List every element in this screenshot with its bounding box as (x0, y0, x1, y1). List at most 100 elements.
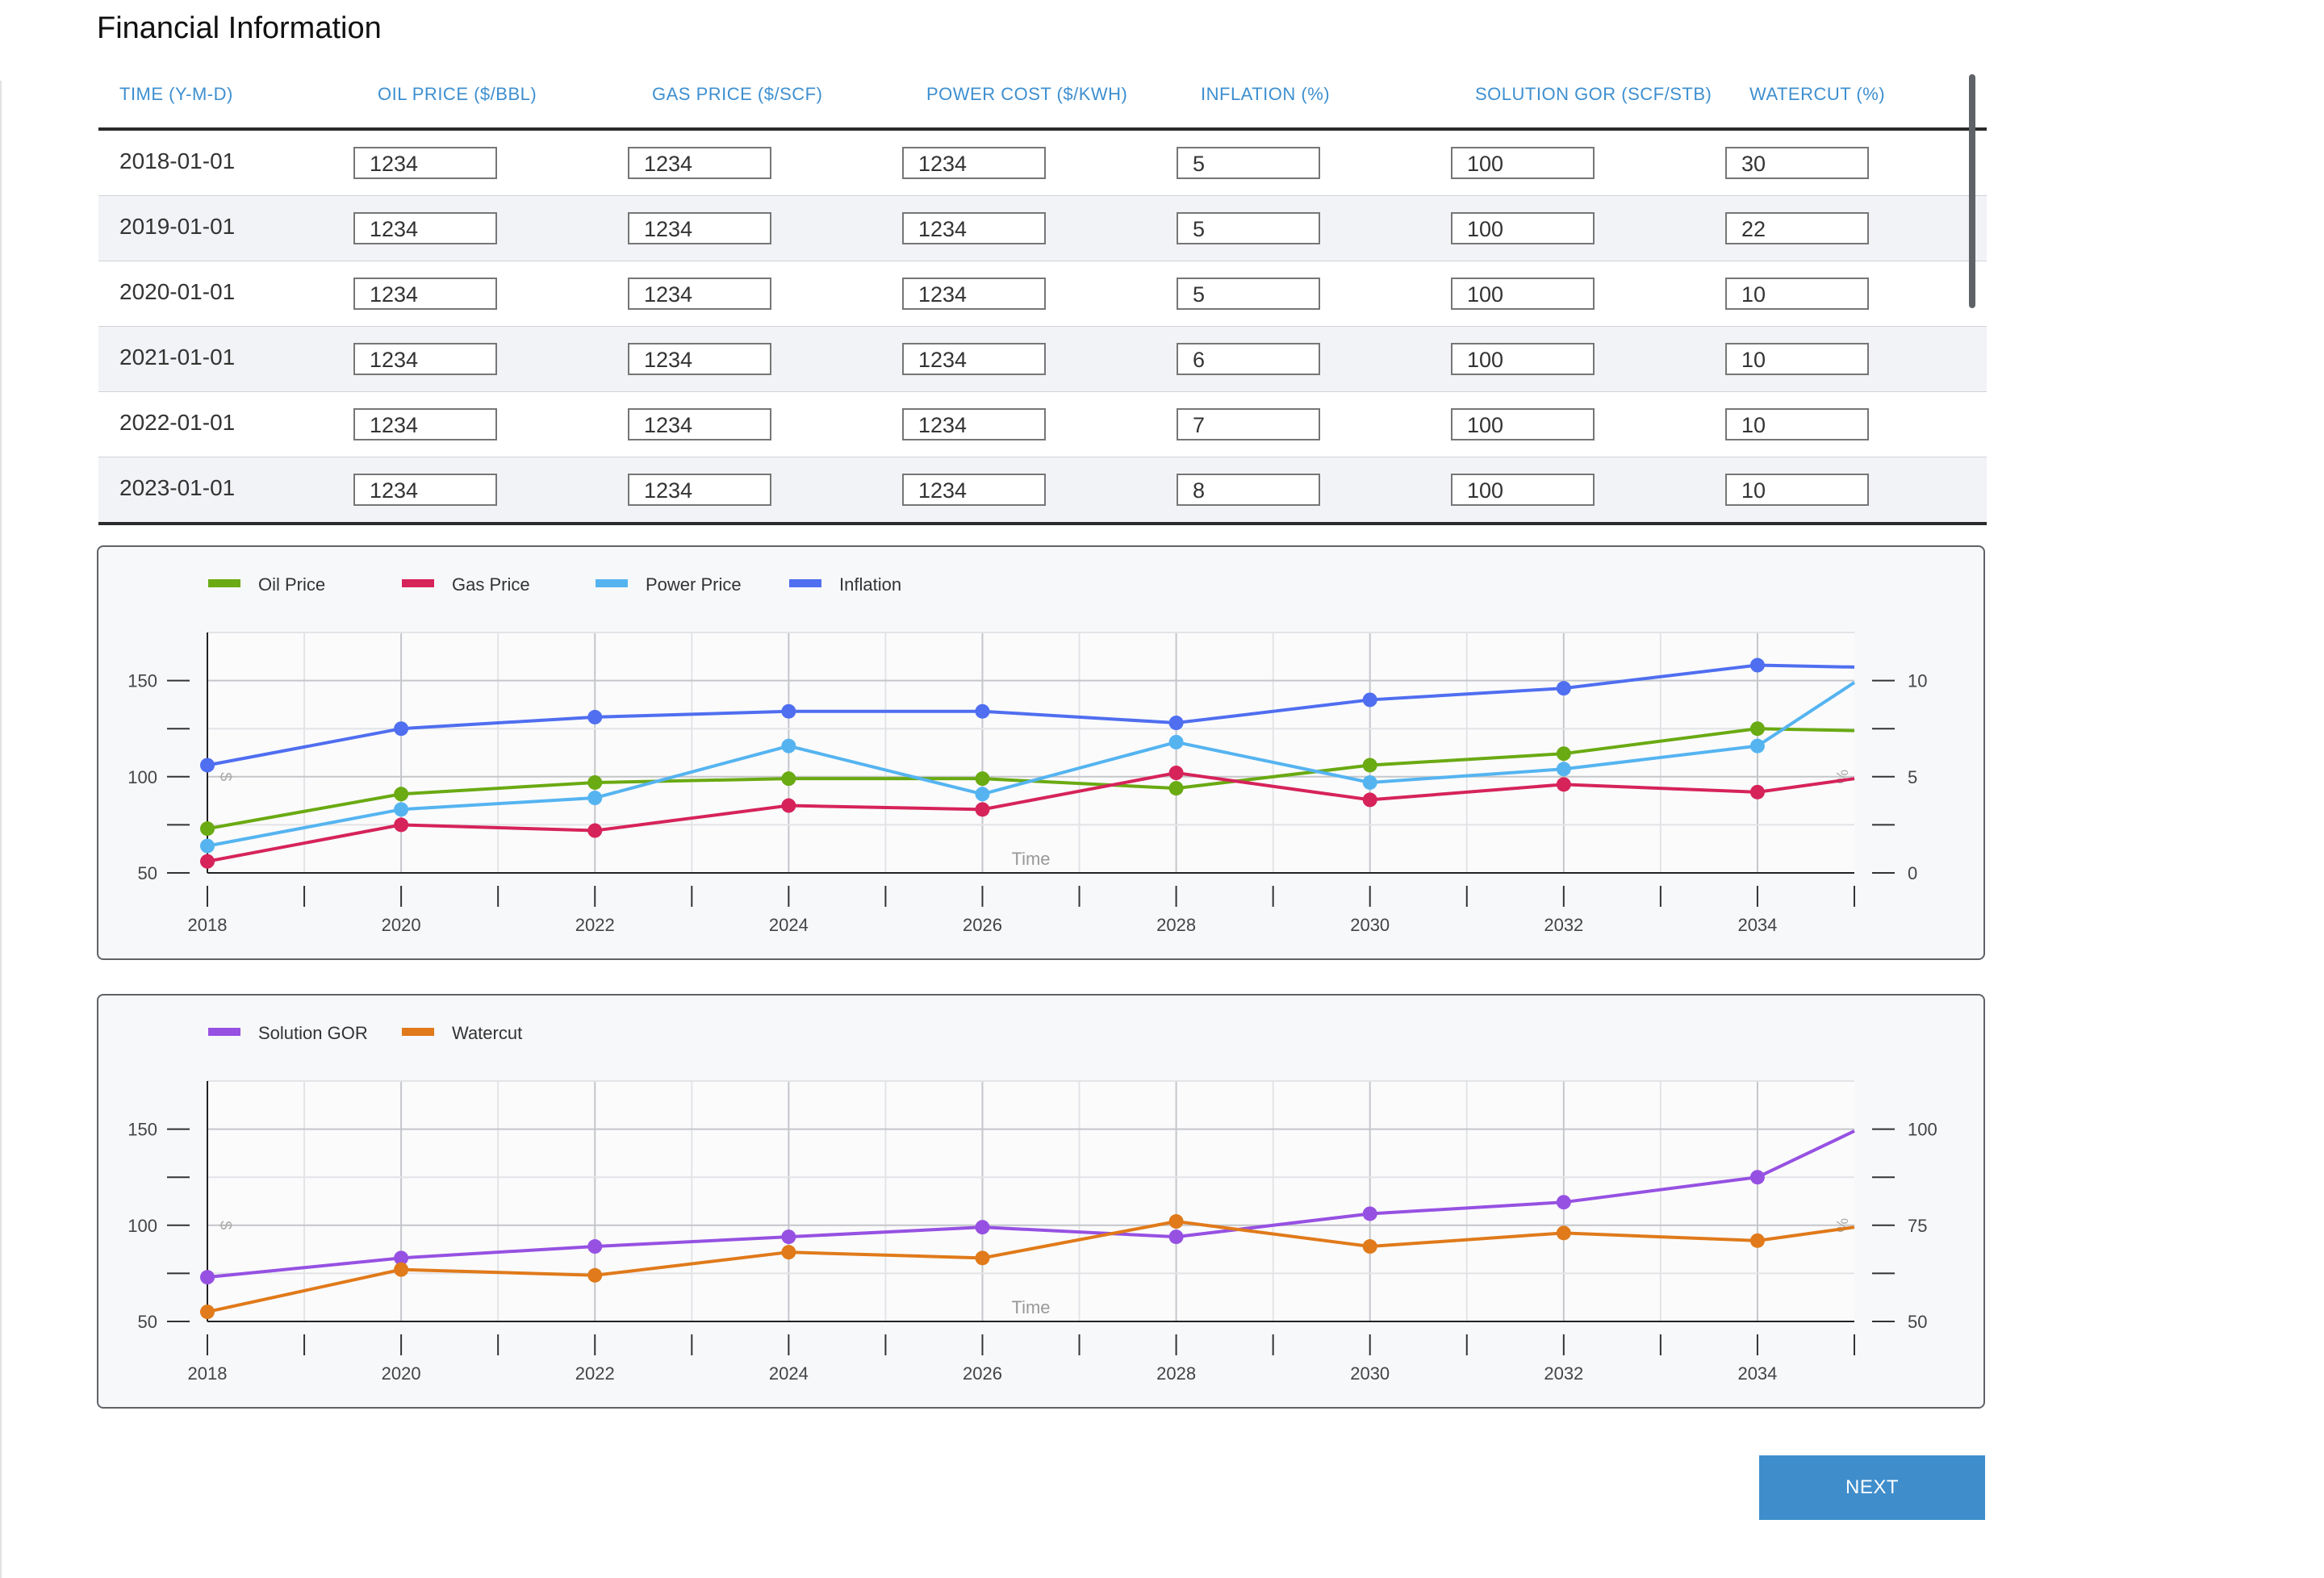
x-tick-label: 2020 (382, 1363, 421, 1384)
column-header: OIL PRICE ($/BBL) (378, 84, 537, 104)
data-point (1168, 1229, 1184, 1245)
data-point (1749, 1233, 1765, 1248)
table-row: 2021-01-01 1234 1234 1234 6 100 10 (98, 327, 1987, 392)
data-point (1556, 1195, 1571, 1210)
data-point (1556, 762, 1571, 777)
y-tick-label-right: 100 (1908, 1120, 1937, 1140)
cell-input[interactable]: 1234 (902, 408, 1046, 440)
cell-input[interactable]: 1234 (628, 408, 771, 440)
cell-input[interactable]: 1234 (902, 343, 1046, 375)
legend-swatch (208, 1028, 240, 1036)
cell-input[interactable]: 100 (1451, 212, 1595, 244)
cell-input[interactable]: 1234 (353, 408, 497, 440)
plot-area (207, 1081, 1854, 1321)
cell-input[interactable]: 1234 (628, 147, 771, 179)
x-tick-label: 2034 (1737, 1363, 1777, 1384)
cell-input[interactable]: 1234 (353, 278, 497, 310)
data-point (394, 1262, 409, 1277)
x-tick-label: 2028 (1156, 1363, 1196, 1384)
cell-input[interactable]: 1234 (628, 343, 771, 375)
cell-input[interactable]: 1234 (902, 278, 1046, 310)
x-tick-label: 2022 (575, 1363, 615, 1384)
data-point (975, 787, 990, 802)
x-tick-label: 2018 (188, 1363, 228, 1384)
price-chart: 50 100 150 0 5 10 2018 2020 2022 2024 2026 2028 2030… (127, 574, 1927, 935)
x-tick-label: 2032 (1544, 915, 1583, 935)
legend-label: Inflation (839, 574, 901, 595)
legend-label: Oil Price (258, 574, 325, 595)
data-point (587, 823, 603, 838)
table-row: 2019-01-01 1234 1234 1234 5 100 22 (98, 196, 1987, 261)
cell-input[interactable]: 100 (1451, 474, 1595, 506)
cell-input[interactable]: 7 (1177, 408, 1320, 440)
cell-input[interactable]: 5 (1177, 147, 1320, 179)
cell-input[interactable]: 30 (1725, 147, 1869, 179)
data-point (394, 1250, 409, 1266)
cell-input[interactable]: 1234 (902, 147, 1046, 179)
cell-input[interactable]: 1234 (628, 474, 771, 506)
production-chart-panel: 50 100 150 50 75 100 2018 2020 2022 2024 2026 2028 2… (97, 994, 1985, 1409)
table-row: 2018-01-01 1234 1234 1234 5 100 30 (98, 131, 1987, 196)
cell-input[interactable]: 5 (1177, 278, 1320, 310)
cell-input[interactable]: 8 (1177, 474, 1320, 506)
data-point (1556, 746, 1571, 762)
data-point (200, 1270, 215, 1285)
cell-input[interactable]: 5 (1177, 212, 1320, 244)
legend-label: Solution GOR (258, 1023, 368, 1043)
financial-table: TIME (Y-M-D) OIL PRICE ($/BBL) GAS PRICE (… (98, 66, 1987, 525)
data-point (1362, 792, 1377, 808)
plot-area (207, 632, 1854, 873)
data-point (975, 802, 990, 817)
x-tick-label: 2032 (1544, 1363, 1583, 1384)
column-header: POWER COST ($/KWH) (926, 84, 1128, 104)
cell-input[interactable]: 1234 (353, 474, 497, 506)
next-button[interactable]: NEXT (1759, 1455, 1985, 1520)
y-tick-label-right: 5 (1908, 767, 1917, 787)
legend-label: Power Price (646, 574, 742, 595)
series-line (207, 1129, 1855, 1280)
cell-input[interactable]: 10 (1725, 278, 1869, 310)
x-tick-label: 2026 (963, 1363, 1002, 1384)
column-header: GAS PRICE ($/SCF) (652, 84, 823, 104)
legend-label: Gas Price (452, 574, 530, 595)
cell-input[interactable]: 1234 (353, 343, 497, 375)
cell-input[interactable]: 6 (1177, 343, 1320, 375)
cell-input[interactable]: 100 (1451, 343, 1595, 375)
cell-input[interactable]: 1234 (902, 212, 1046, 244)
x-tick-label: 2024 (769, 915, 809, 935)
data-point (1749, 721, 1765, 737)
cell-input[interactable]: 1234 (902, 474, 1046, 506)
cell-input[interactable]: 100 (1451, 408, 1595, 440)
table-row: 2022-01-01 1234 1234 1234 7 100 10 (98, 392, 1987, 457)
data-point (1168, 716, 1184, 731)
cell-input[interactable]: 10 (1725, 408, 1869, 440)
cell-input[interactable]: 100 (1451, 278, 1595, 310)
cell-input[interactable]: 1234 (628, 278, 771, 310)
x-tick-label: 2024 (769, 1363, 809, 1384)
table-scrollbar[interactable] (1969, 74, 1975, 308)
data-point (1168, 1214, 1184, 1229)
row-date: 2018-01-01 (119, 148, 236, 173)
column-header: SOLUTION GOR (SCF/STB) (1475, 84, 1712, 104)
data-point (1749, 784, 1765, 799)
data-point (975, 1220, 990, 1235)
cell-input[interactable]: 10 (1725, 474, 1869, 506)
data-point (200, 1305, 215, 1320)
row-date: 2022-01-01 (119, 410, 236, 435)
data-point (1362, 692, 1377, 708)
cell-input[interactable]: 22 (1725, 212, 1869, 244)
data-point (1168, 734, 1184, 749)
series-line (207, 681, 1856, 848)
cell-input[interactable]: 1234 (628, 212, 771, 244)
data-point (975, 703, 990, 719)
cell-input[interactable]: 10 (1725, 343, 1869, 375)
legend-swatch (402, 1028, 434, 1036)
x-tick-label: 2026 (963, 915, 1002, 935)
data-point (1168, 781, 1184, 796)
data-point (1749, 1170, 1765, 1185)
data-point (1749, 658, 1765, 673)
cell-input[interactable]: 100 (1451, 147, 1595, 179)
cell-input[interactable]: 1234 (353, 212, 497, 244)
y-tick-label-left: 50 (138, 1312, 157, 1332)
cell-input[interactable]: 1234 (353, 147, 497, 179)
